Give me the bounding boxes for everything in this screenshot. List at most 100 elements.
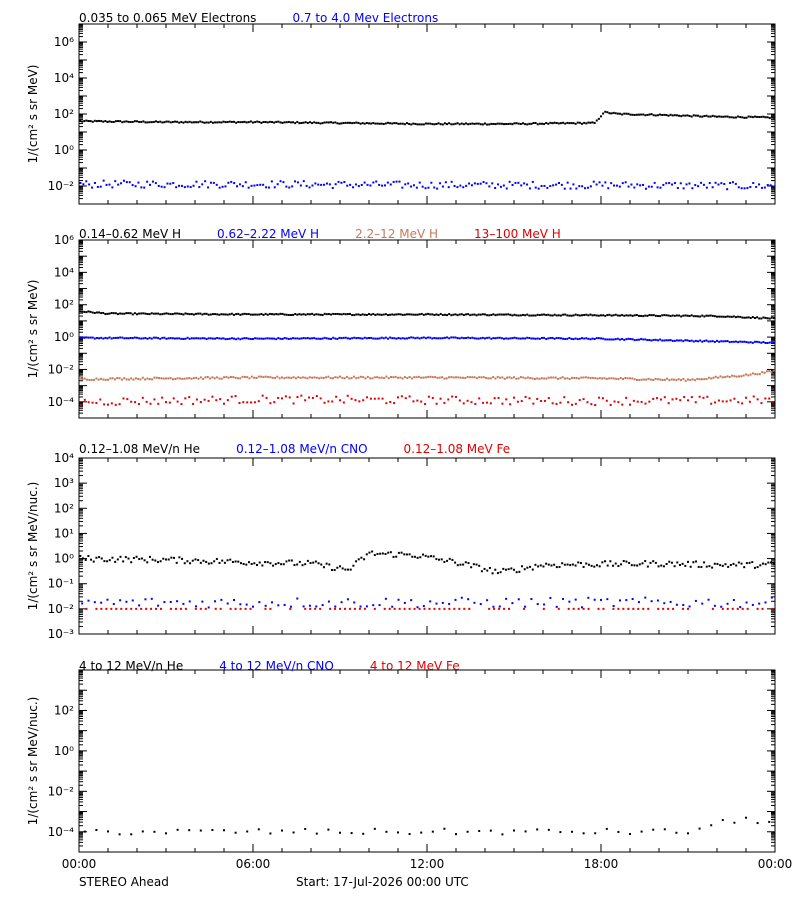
data-point xyxy=(342,401,345,404)
data-point xyxy=(678,114,681,117)
data-point xyxy=(592,180,595,183)
data-point xyxy=(694,184,697,187)
data-point xyxy=(345,375,348,378)
data-point xyxy=(736,607,739,610)
data-point xyxy=(745,341,748,344)
data-point xyxy=(656,186,659,189)
data-point xyxy=(614,112,617,115)
data-point xyxy=(410,185,413,188)
data-point xyxy=(93,378,96,381)
data-point xyxy=(566,377,569,380)
data-point xyxy=(120,378,123,381)
data-point xyxy=(207,606,210,609)
data-point xyxy=(313,313,316,316)
data-point xyxy=(110,312,113,315)
data-point xyxy=(511,314,514,317)
data-point xyxy=(422,605,425,608)
data-point xyxy=(482,401,485,404)
data-point xyxy=(726,315,729,318)
data-point xyxy=(249,313,252,316)
data-point xyxy=(691,187,694,190)
data-point xyxy=(450,336,453,339)
data-point xyxy=(678,314,681,317)
data-point xyxy=(365,605,368,608)
data-point xyxy=(694,315,697,318)
data-point xyxy=(604,110,607,113)
data-point xyxy=(279,121,282,124)
data-point xyxy=(218,313,221,316)
data-point xyxy=(505,337,508,340)
data-point xyxy=(606,111,609,114)
data-point xyxy=(229,375,232,378)
data-point xyxy=(758,183,761,186)
data-point xyxy=(199,829,202,832)
data-point xyxy=(764,341,767,344)
data-point xyxy=(404,183,407,186)
data-point xyxy=(334,376,337,379)
legend-entry: 0.035 to 0.065 MeV Electrons xyxy=(79,11,256,25)
data-point xyxy=(107,403,109,406)
data-point xyxy=(300,394,303,397)
data-point xyxy=(759,564,762,567)
data-point xyxy=(534,563,537,566)
data-point xyxy=(631,338,634,341)
data-point xyxy=(467,336,470,339)
data-point xyxy=(376,337,379,340)
data-point xyxy=(721,400,724,403)
data-point xyxy=(292,313,295,316)
data-point xyxy=(667,314,670,317)
data-point xyxy=(106,560,109,563)
data-point xyxy=(502,567,505,570)
data-point xyxy=(625,314,628,317)
data-point xyxy=(703,339,706,342)
data-point xyxy=(718,115,721,118)
data-point xyxy=(363,122,366,125)
data-point xyxy=(528,336,531,339)
data-point xyxy=(258,561,261,564)
y-tick-label: 10⁰ xyxy=(54,330,74,344)
data-point xyxy=(456,564,459,567)
data-point xyxy=(443,827,446,830)
data-point xyxy=(608,112,611,115)
data-point xyxy=(133,336,136,339)
data-point xyxy=(205,338,208,341)
data-point xyxy=(654,377,657,380)
data-point xyxy=(279,180,282,183)
data-point xyxy=(336,376,339,379)
data-point xyxy=(458,313,461,316)
data-point xyxy=(654,561,657,564)
data-point xyxy=(524,605,527,608)
data-point xyxy=(144,598,147,601)
data-point xyxy=(692,561,695,564)
data-point xyxy=(171,121,174,124)
data-point xyxy=(277,396,280,399)
data-point xyxy=(123,377,126,380)
data-point xyxy=(110,337,113,340)
plot-frame-heavy-low xyxy=(78,457,776,635)
data-point xyxy=(283,603,286,606)
data-point xyxy=(384,552,387,555)
data-point xyxy=(700,566,703,569)
data-point xyxy=(680,115,683,118)
data-point xyxy=(418,607,421,610)
data-point xyxy=(377,397,380,400)
data-point xyxy=(682,340,685,343)
data-point xyxy=(416,336,419,339)
data-point xyxy=(519,337,522,340)
data-point xyxy=(707,376,710,379)
data-point xyxy=(537,565,540,568)
data-point xyxy=(81,310,84,313)
data-point xyxy=(547,563,550,566)
data-point xyxy=(673,378,676,381)
data-point xyxy=(144,312,147,315)
data-point xyxy=(607,187,610,190)
data-point xyxy=(538,314,541,317)
data-point xyxy=(397,598,400,601)
data-point xyxy=(317,313,320,316)
y-axis-label: 1/(cm² s sr MeV/nuc.) xyxy=(26,697,40,826)
data-point xyxy=(699,339,702,342)
start-time-label: Start: 17-Jul-2026 00:00 UTC xyxy=(296,875,469,889)
data-point xyxy=(115,607,118,610)
data-point xyxy=(633,378,636,381)
data-point xyxy=(612,338,615,341)
